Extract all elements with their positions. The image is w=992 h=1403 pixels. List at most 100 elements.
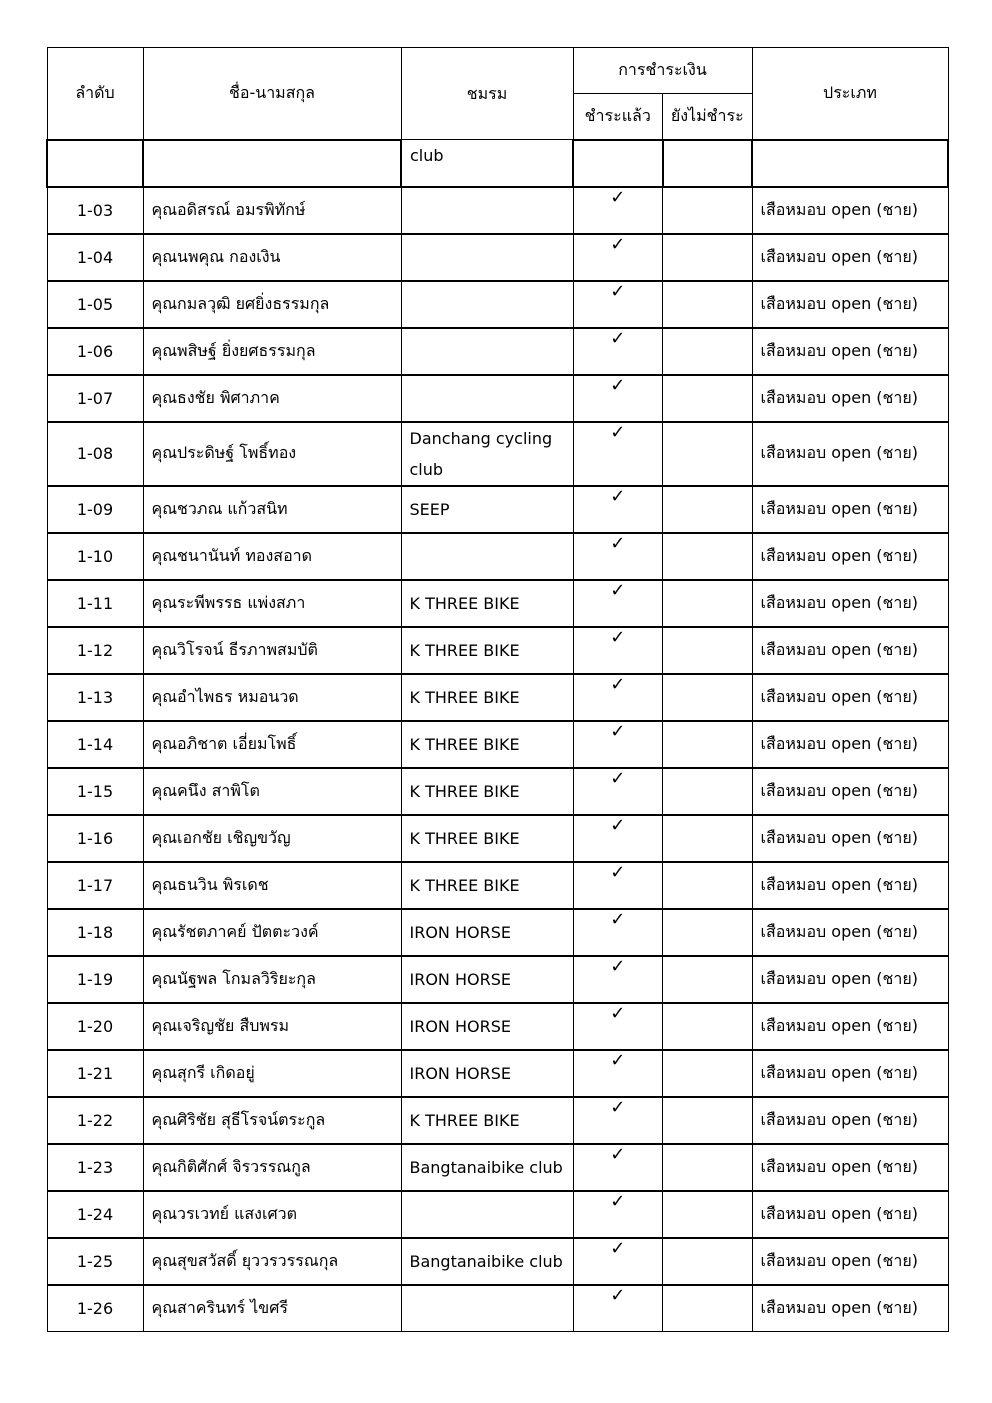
club-name: K THREE BIKE (400, 625, 574, 674)
category: เสือหมอบ open (ชาย) (751, 954, 949, 1003)
table-row: 1-12 คุณวิโรจน์ ธีรภาพสมบัติ K THREE BIKE ✓… (46, 625, 949, 674)
category: เสือหมอบ open (ชาย) (751, 625, 949, 674)
club-name: K THREE BIKE (400, 719, 574, 768)
check-icon: ✓ (610, 767, 626, 789)
check-icon: ✓ (610, 421, 626, 443)
unpaid-cell (662, 1048, 753, 1097)
participant-name: คุณธนวิน พิรเดช (142, 860, 402, 909)
club-name (400, 1283, 574, 1332)
club-name: IRON HORSE (400, 954, 574, 1003)
table-row: 1-16 คุณเอกชัย เชิญขวัญ K THREE BIKE ✓ เสือห… (46, 813, 949, 862)
club-name: K THREE BIKE (400, 813, 574, 862)
club-name: K THREE BIKE (400, 860, 574, 909)
participant-name: คุณอำไพธร หมอนวด (142, 672, 402, 721)
club-name: SEEP (400, 484, 574, 533)
unpaid-cell (662, 625, 753, 674)
participant-name: คุณคนึง สาพิโต (142, 766, 402, 815)
category: เสือหมอบ open (ชาย) (751, 1142, 949, 1191)
table-row: 1-21 คุณสุกรี เกิดอยู่ IRON HORSE ✓ เสือหมอบ… (46, 1048, 949, 1097)
paid-cell: ✓ (572, 531, 663, 580)
table-row: 1-08 คุณประดิษฐ์ โพธิ์ทอง Danchang cycling… (46, 420, 949, 486)
category: เสือหมอบ open (ชาย) (751, 1095, 949, 1144)
row-number: 1-16 (46, 813, 144, 862)
row-number: 1-23 (46, 1142, 144, 1191)
participant-name: คุณสุขสวัสดิ์ ยุววรวรรณกุล (142, 1236, 402, 1285)
category: เสือหมอบ open (ชาย) (751, 578, 949, 627)
check-icon: ✓ (610, 186, 626, 208)
check-icon: ✓ (610, 1190, 626, 1212)
paid-cell: ✓ (572, 232, 663, 281)
check-icon: ✓ (610, 1284, 626, 1306)
paid-cell: ✓ (572, 1048, 663, 1097)
participant-name: คุณกิติศักศ์ จิรวรรณกูล (142, 1142, 402, 1191)
row-number: 1-22 (46, 1095, 144, 1144)
paid-cell: ✓ (572, 954, 663, 1003)
club-name: Bangtanaibike club (400, 1236, 574, 1285)
row-number: 1-10 (46, 531, 144, 580)
club-name (400, 185, 574, 234)
row-number: 1-25 (46, 1236, 144, 1285)
row-number: 1-03 (46, 185, 144, 234)
row-number: 1-11 (46, 578, 144, 627)
unpaid-cell (662, 1142, 753, 1191)
check-icon: ✓ (610, 626, 626, 648)
check-icon: ✓ (610, 280, 626, 302)
continuation-row: club (46, 138, 949, 188)
header-payment: การชำระเงิน (572, 47, 753, 94)
check-icon: ✓ (610, 1096, 626, 1118)
unpaid-cell (662, 232, 753, 281)
paid-cell: ✓ (572, 719, 663, 768)
registration-table: ลำดับ ชื่อ-นามสกุล ชมรม การชำระเงิน ประเ… (46, 47, 949, 1332)
club-name (400, 232, 574, 281)
row-number: 1-15 (46, 766, 144, 815)
paid-cell: ✓ (572, 625, 663, 674)
table-row: 1-05 คุณกมลวุฒิ ยศยิ่งธรรมกุล ✓ เสือหมอบ op… (46, 279, 949, 328)
header-name: ชื่อ-นามสกุล (142, 47, 402, 140)
club-name (400, 326, 574, 375)
club-name: K THREE BIKE (400, 766, 574, 815)
club-name: K THREE BIKE (400, 1095, 574, 1144)
table-row: 1-06 คุณพสิษฐ์ ยิ่งยศธรรมกุล ✓ เสือหมอบ ope… (46, 326, 949, 375)
participant-name: คุณศิริชัย สุธีโรจน์ตระกูล (142, 1095, 402, 1144)
category: เสือหมอบ open (ชาย) (751, 232, 949, 281)
paid-cell: ✓ (572, 420, 663, 486)
unpaid-cell (662, 1236, 753, 1285)
unpaid-cell (662, 1095, 753, 1144)
paid-cell: ✓ (572, 766, 663, 815)
row-number: 1-21 (46, 1048, 144, 1097)
unpaid-cell (662, 1283, 753, 1332)
club-name: IRON HORSE (400, 1001, 574, 1050)
participant-name: คุณกมลวุฒิ ยศยิ่งธรรมกุล (142, 279, 402, 328)
table-row: 1-17 คุณธนวิน พิรเดช K THREE BIKE ✓ เสือหมอบ… (46, 860, 949, 909)
check-icon: ✓ (610, 1143, 626, 1165)
unpaid-cell (662, 1001, 753, 1050)
header-unpaid: ยังไม่ชำระ (662, 93, 753, 140)
row-number: 1-07 (46, 373, 144, 422)
participant-name: คุณธงชัย พิศาภาค (142, 373, 402, 422)
unpaid-cell (662, 279, 753, 328)
table-row: 1-10 คุณชนานันท์ ทองสอาด ✓ เสือหมอบ open (ช… (46, 531, 949, 580)
row-number: 1-26 (46, 1283, 144, 1332)
unpaid-cell (662, 373, 753, 422)
participant-name: คุณประดิษฐ์ โพธิ์ทอง (142, 420, 402, 486)
table-row: 1-26 คุณสาครินทร์ ไขศรี ✓ เสือหมอบ open (ชา… (46, 1283, 949, 1332)
row-number: 1-17 (46, 860, 144, 909)
check-icon: ✓ (610, 814, 626, 836)
club-name: IRON HORSE (400, 1048, 574, 1097)
unpaid-cell (662, 672, 753, 721)
header-type: ประเภท (751, 47, 949, 140)
check-icon: ✓ (610, 673, 626, 695)
participant-name: คุณสุกรี เกิดอยู่ (142, 1048, 402, 1097)
club-name (400, 1189, 574, 1238)
category: เสือหมอบ open (ชาย) (751, 1189, 949, 1238)
row-number: 1-09 (46, 484, 144, 533)
category: เสือหมอบ open (ชาย) (751, 420, 949, 486)
participant-name: คุณนัฐพล โกมลวิริยะกุล (142, 954, 402, 1003)
participant-name: คุณรัชตภาคย์ ปัตตะวงค์ (142, 907, 402, 956)
unpaid-cell (662, 860, 753, 909)
table-row: 1-15 คุณคนึง สาพิโต K THREE BIKE ✓ เสือหมอบ … (46, 766, 949, 815)
club-name (400, 279, 574, 328)
category: เสือหมอบ open (ชาย) (751, 373, 949, 422)
table-row: 1-09 คุณชวภณ แก้วสนิท SEEP ✓ เสือหมอบ open (… (46, 484, 949, 533)
paid-cell: ✓ (572, 672, 663, 721)
